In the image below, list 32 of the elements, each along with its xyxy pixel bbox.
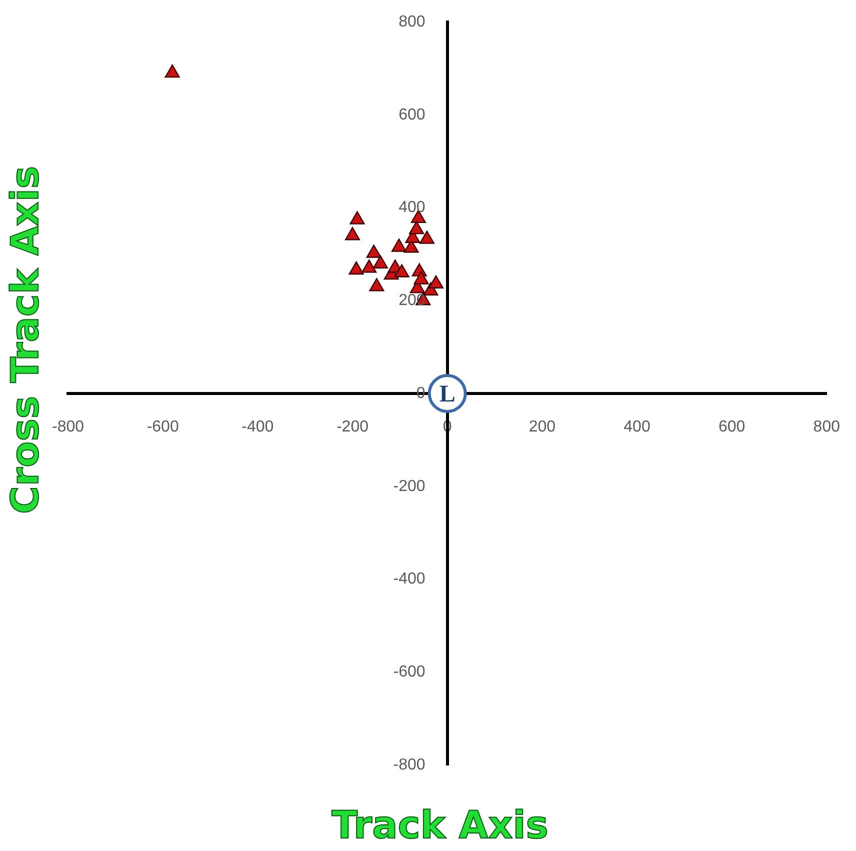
x-tick-label: 600	[718, 418, 746, 436]
x-tick-label: 800	[813, 418, 840, 436]
point	[362, 260, 377, 273]
y-tick-label: -600	[393, 664, 426, 681]
y-tick-label: 600	[398, 106, 426, 124]
point	[344, 227, 360, 240]
y-tick-label: -800	[393, 756, 426, 774]
x-tick-label: -800	[52, 418, 84, 436]
point	[419, 230, 434, 244]
x-tick-label: -200	[336, 418, 369, 436]
y-tick-label: 400	[398, 199, 426, 216]
y-axis-title: Cross Track Axis	[2, 166, 47, 514]
y-tick-label: -400	[393, 570, 426, 588]
point	[391, 238, 406, 252]
point	[394, 264, 410, 278]
x-tick-label: 400	[624, 418, 650, 436]
x-tick-label: -600	[146, 418, 179, 436]
point	[369, 278, 384, 292]
point	[414, 271, 429, 284]
point	[372, 255, 388, 269]
x-tick-label: 200	[528, 418, 556, 436]
point	[428, 275, 444, 289]
annotation: L	[439, 382, 456, 408]
x-tick-label: -400	[242, 418, 274, 436]
point	[366, 244, 382, 258]
y-tick-label: 800	[398, 13, 426, 30]
point	[348, 261, 364, 275]
y-tick-label: -200	[393, 478, 426, 495]
point	[408, 220, 424, 234]
point	[350, 211, 365, 224]
point	[164, 64, 180, 78]
x-axis-title: Track Axis	[332, 802, 548, 847]
